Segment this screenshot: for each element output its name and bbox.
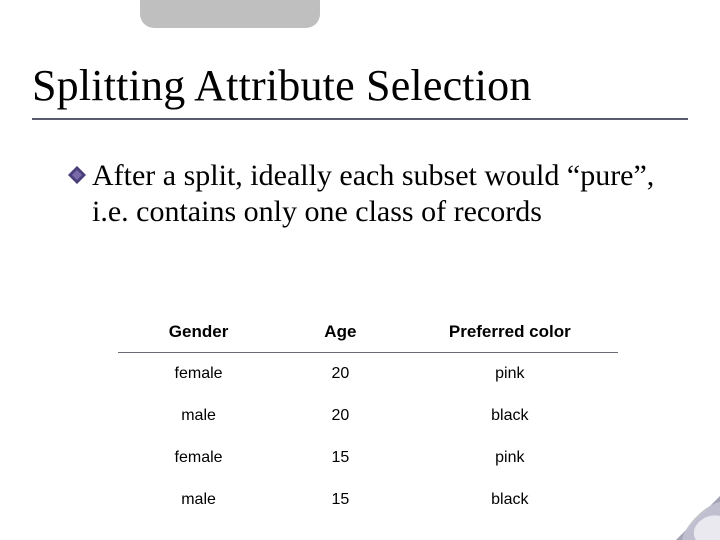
table-cell: pink	[402, 437, 618, 479]
table-header-gender: Gender	[118, 314, 279, 353]
table-cell: 15	[279, 479, 401, 521]
slide-title: Splitting Attribute Selection	[32, 60, 532, 111]
table-cell: female	[118, 353, 279, 396]
table-cell: black	[402, 479, 618, 521]
header-shadow	[140, 0, 320, 28]
table-cell: female	[118, 437, 279, 479]
table-cell: male	[118, 395, 279, 437]
table-row: female 15 pink	[118, 437, 618, 479]
table-cell: 15	[279, 437, 401, 479]
table-cell: pink	[402, 353, 618, 396]
diamond-bullet-icon	[68, 166, 86, 184]
table-row: male 20 black	[118, 395, 618, 437]
slide: Splitting Attribute Selection After a sp…	[0, 0, 720, 540]
table-cell: 20	[279, 353, 401, 396]
data-table: Gender Age Preferred color female 20 pin…	[118, 314, 618, 521]
table-row: male 15 black	[118, 479, 618, 521]
table-header-color: Preferred color	[402, 314, 618, 353]
bullet-text: After a split, ideally each subset would…	[92, 158, 668, 230]
table-row: female 20 pink	[118, 353, 618, 396]
table-cell: 20	[279, 395, 401, 437]
table-header-row: Gender Age Preferred color	[118, 314, 618, 353]
page-curl-icon	[676, 496, 720, 540]
table-header-age: Age	[279, 314, 401, 353]
table-cell: black	[402, 395, 618, 437]
table-cell: male	[118, 479, 279, 521]
bullet-item: After a split, ideally each subset would…	[68, 158, 668, 230]
title-underline	[32, 118, 688, 120]
